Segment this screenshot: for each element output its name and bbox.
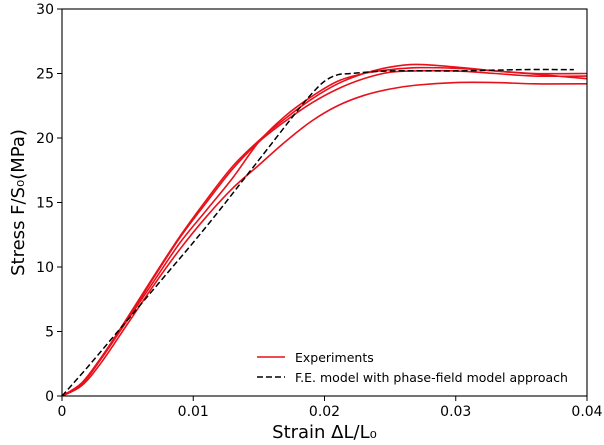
x-tick-label: 0 [58,404,67,420]
y-tick-label: 30 [36,2,54,18]
x-tick-label: 0.03 [440,404,471,420]
y-tick-label: 10 [36,260,54,276]
plot-layer [62,63,587,396]
x-tick-label: 0.04 [571,404,602,420]
x-axis-title: Strain ΔL/L₀ [272,422,377,443]
legend: Experiments F.E. model with phase-field … [257,350,568,385]
x-tick-label: 0.01 [178,404,209,420]
x-tick-label: 0.02 [309,404,340,420]
y-tick-label: 20 [36,131,54,147]
y-tick-label: 25 [36,67,54,83]
experiment-line-2 [62,69,587,396]
legend-label-experiments: Experiments [295,350,374,365]
y-tick-label: 0 [45,389,54,405]
y-tick-label: 5 [45,325,54,341]
experiment-line-1 [62,66,587,396]
plot-frame [61,8,588,397]
y-tick-label: 15 [36,196,54,212]
legend-label-model: F.E. model with phase-field model approa… [295,370,568,385]
y-axis-title: Stress F/S₀(MPa) [8,129,29,276]
model-line [62,68,574,396]
ticks-layer: 0 0.01 0.02 0.03 0.04 0 5 10 15 20 25 30 [36,2,603,420]
experiment-line-4 [62,81,587,396]
experiment-line-3 [62,63,587,396]
